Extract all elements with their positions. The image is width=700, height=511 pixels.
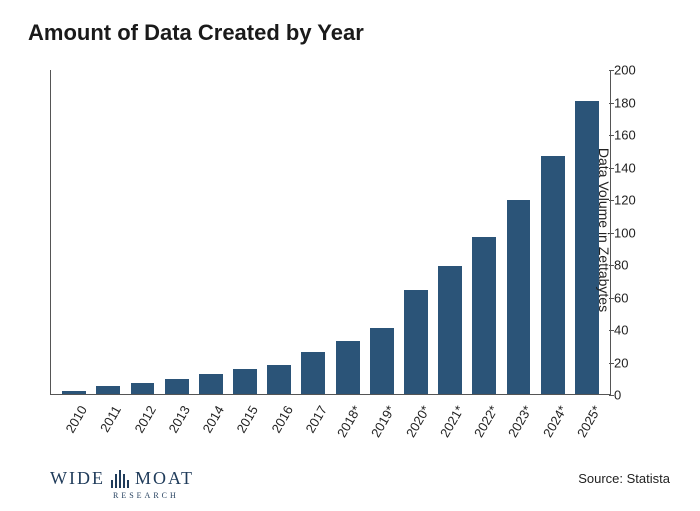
y-tick-label: 140 [614,160,636,175]
x-tick-label: 2023* [505,403,535,440]
y-tick-mark [609,135,614,136]
logo-bars-icon [111,470,129,488]
y-tick-mark [609,298,614,299]
logo-word2: MOAT [135,468,194,489]
y-tick-mark [609,265,614,266]
y-tick-label: 200 [614,63,636,78]
y-tick-label: 180 [614,95,636,110]
bar-slot [57,70,91,394]
bar-slot [501,70,535,394]
bar-slot [365,70,399,394]
y-tick-label: 40 [614,323,628,338]
y-tick-label: 100 [614,225,636,240]
y-tick-mark [609,103,614,104]
bar [541,156,565,394]
plot-area [50,70,610,395]
bar [472,237,496,394]
x-tick-label: 2013 [165,403,192,436]
bar-slot [160,70,194,394]
bar-container [51,70,610,394]
source-text: Source: Statista [578,471,670,486]
y-tick-label: 60 [614,290,628,305]
x-tick-label: 2015 [234,403,261,436]
x-tick-label: 2010 [63,403,90,436]
bar-slot [433,70,467,394]
chart-title: Amount of Data Created by Year [28,20,364,46]
bar [96,386,120,394]
x-tick-label: 2020* [403,403,433,440]
y-tick-label: 160 [614,128,636,143]
bar [62,391,86,394]
bar [165,379,189,394]
y-tick-mark [609,168,614,169]
bar [267,365,291,394]
y-tick-mark [609,363,614,364]
bar [199,374,223,394]
logo-word1: WIDE [50,468,105,489]
x-tick-label: 2017 [302,403,329,436]
x-tick-label: 2021* [437,403,467,440]
y-tick-label: 20 [614,355,628,370]
brand-logo: WIDE MOAT [50,468,194,489]
x-tick-label: 2016 [268,403,295,436]
bar-slot [296,70,330,394]
bar-slot [228,70,262,394]
bar-slot [467,70,501,394]
bar-slot [125,70,159,394]
bar [507,200,531,394]
y-tick-mark [609,70,614,71]
y-tick-mark [609,395,614,396]
y-tick-label: 80 [614,258,628,273]
bar [301,352,325,394]
bar-slot [331,70,365,394]
bar [233,369,257,394]
y-tick-label: 120 [614,193,636,208]
bar-slot [194,70,228,394]
x-tick-label: 2012 [131,403,158,436]
x-tick-label: 2014 [200,403,227,436]
x-tick-label: 2024* [540,403,570,440]
bar [131,383,155,394]
y-tick-mark [609,233,614,234]
x-tick-label: 2022* [471,403,501,440]
y-tick-label: 0 [614,388,621,403]
bar [370,328,394,394]
y-tick-mark [609,200,614,201]
x-tick-label: 2011 [97,403,124,435]
bar-slot [536,70,570,394]
bar [336,341,360,394]
bar-slot [262,70,296,394]
x-tick-label: 2025* [574,403,604,440]
logo-subtext: RESEARCH [113,491,179,500]
bar [404,290,428,394]
bar-slot [399,70,433,394]
x-tick-label: 2018* [334,403,364,440]
x-tick-label: 2019* [368,403,398,440]
bar-slot [91,70,125,394]
y-axis-label: Data Volume in Zettabytes [596,148,612,312]
y-tick-mark [609,330,614,331]
bar [438,266,462,394]
